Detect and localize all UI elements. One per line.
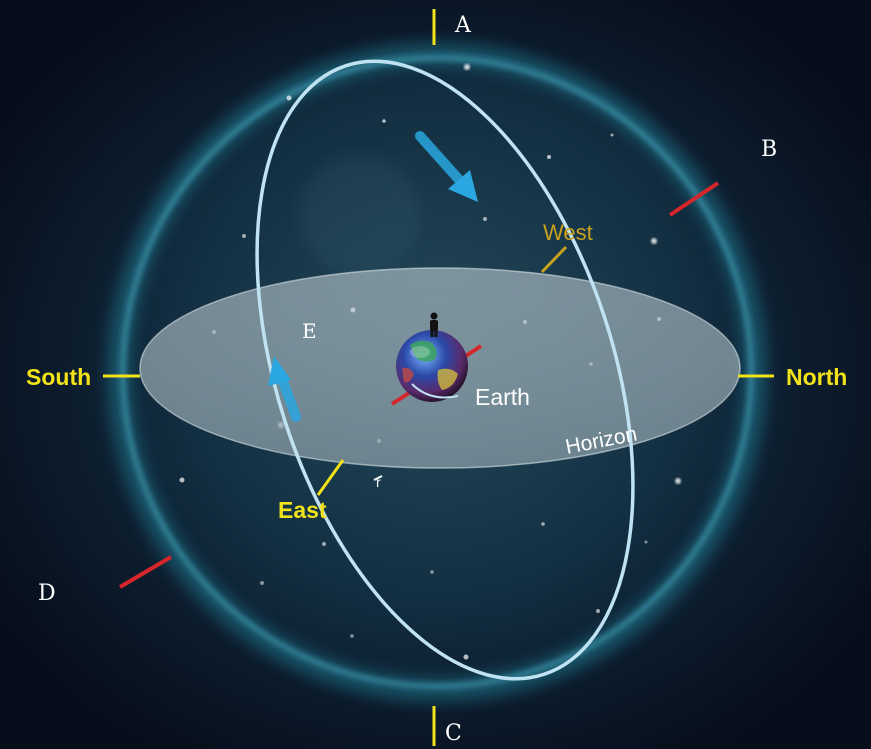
label-south: South (26, 364, 91, 390)
label-d: D (38, 581, 56, 606)
direction-arrow-icon (415, 131, 478, 202)
west-marker (540, 245, 568, 274)
label-north: North (786, 364, 847, 390)
celestial-pole-marker-north (668, 181, 720, 217)
label-west: West (543, 220, 593, 245)
label-c: C (445, 721, 462, 746)
label-east: East (278, 497, 327, 523)
label-a: A (454, 13, 472, 38)
orbit-path (255, 59, 635, 681)
label-e: E (302, 319, 317, 343)
label-b: B (761, 137, 777, 162)
celestial-pole-marker-south (118, 555, 173, 589)
observer-icon (430, 312, 438, 337)
east-marker (316, 459, 345, 496)
earth-globe-icon (390, 330, 483, 406)
direction-arrow-icon (268, 356, 301, 422)
label-r: r (376, 474, 381, 490)
label-earth: Earth (475, 384, 530, 410)
r-tick (373, 475, 383, 481)
